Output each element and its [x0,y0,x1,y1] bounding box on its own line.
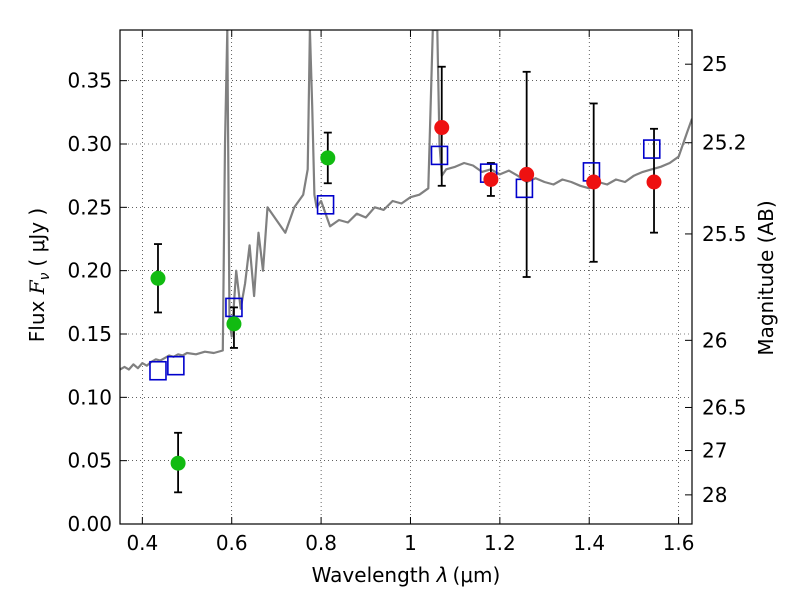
y-axis-label-subscript: ν [37,272,53,280]
y-axis-label-prefix: Flux [25,294,49,342]
y-tick-label: 0.10 [67,385,112,409]
x-axis-label-symbol: λ [436,563,449,587]
x-axis-label: Wavelength λ (μm) [312,563,501,587]
y-tick-label: 0.35 [67,69,112,93]
y-axis-label: Flux Fν ( μJy ) [25,208,53,342]
observed-circle-marker [586,174,602,190]
y-tick-label: 0.00 [67,512,112,536]
observed-circle-marker [226,316,242,332]
observed-circle-marker [434,120,450,136]
model-square-marker [515,178,534,199]
y2-tick-label: 26 [702,328,727,352]
x-axis-label-units: (μm) [453,563,501,587]
observed-circle-marker [483,171,499,187]
x-tick-label: 0.6 [216,531,248,555]
spectrum-series [120,30,692,371]
model-photometry-series [149,139,661,381]
y-tick-label: 0.25 [67,195,112,219]
observed-circle-marker [519,166,535,182]
plot-frame [119,29,693,525]
y-axis-label-symbol: F [25,279,49,295]
model-square-marker [430,145,449,166]
y2-tick-label: 26.5 [702,395,747,419]
x-axis-label-prefix: Wavelength [312,563,437,587]
axis-ticks: 0.4 0.6 0.8 1 1.2 1.4 1.6 0.00 0.05 0.10 0.15 0.20 0… [67,30,747,555]
x-tick-label: 1.4 [573,531,605,555]
observed-circle-marker [320,150,336,166]
observed-photometry-series [150,120,662,471]
y2-tick-label: 27 [702,439,727,463]
spectrum-line [120,30,692,371]
model-square-marker [316,195,335,215]
y2-axis-label: Magnitude (AB) [754,200,778,355]
observed-circle-marker [646,174,662,190]
y-tick-label: 0.30 [67,132,112,156]
y2-tick-label: 25 [702,52,727,76]
y2-tick-label: 25.5 [702,222,747,246]
x-tick-label: 1.6 [663,531,695,555]
x-tick-label: 1.2 [484,531,516,555]
x-tick-label: 1 [404,531,417,555]
model-square-marker [167,355,185,376]
grid-lines [120,30,692,525]
y-axis-label-units: ( μJy ) [25,208,49,267]
y2-tick-label: 25.2 [702,131,747,155]
model-square-marker [149,360,167,381]
observed-circle-marker [150,270,166,286]
y-tick-label: 0.20 [67,259,112,283]
x-tick-label: 0.4 [126,531,158,555]
y-tick-label: 0.15 [67,322,112,346]
model-square-marker [642,139,661,159]
observed-circle-marker [170,455,186,471]
y2-tick-label: 28 [702,483,727,507]
x-tick-label: 0.8 [305,531,337,555]
y-tick-label: 0.05 [67,449,112,473]
